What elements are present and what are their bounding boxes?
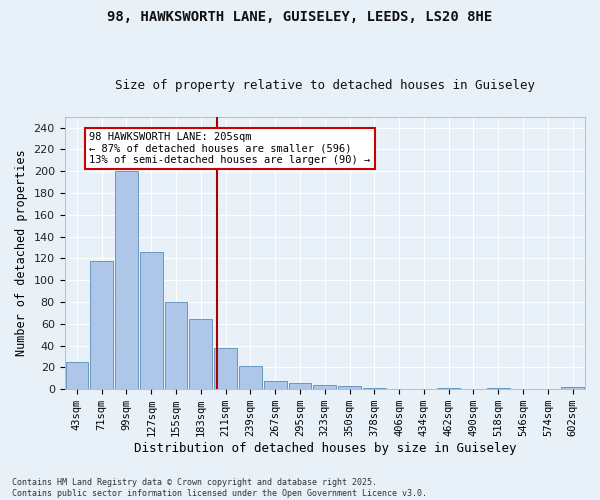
Text: 98 HAWKSWORTH LANE: 205sqm
← 87% of detached houses are smaller (596)
13% of sem: 98 HAWKSWORTH LANE: 205sqm ← 87% of deta… [89, 132, 371, 165]
Bar [164, 302, 187, 389]
Bar [91, 260, 113, 389]
Bar [561, 387, 584, 389]
Bar [487, 388, 509, 389]
Bar [289, 382, 311, 389]
Bar [313, 385, 336, 389]
Bar [239, 366, 262, 389]
Title: Size of property relative to detached houses in Guiseley: Size of property relative to detached ho… [115, 79, 535, 92]
Bar [214, 348, 237, 389]
Bar [190, 320, 212, 389]
Bar [115, 172, 138, 389]
Text: 98, HAWKSWORTH LANE, GUISELEY, LEEDS, LS20 8HE: 98, HAWKSWORTH LANE, GUISELEY, LEEDS, LS… [107, 10, 493, 24]
Bar [437, 388, 460, 389]
Bar [338, 386, 361, 389]
X-axis label: Distribution of detached houses by size in Guiseley: Distribution of detached houses by size … [134, 442, 516, 455]
Bar [65, 362, 88, 389]
Y-axis label: Number of detached properties: Number of detached properties [15, 150, 28, 356]
Text: Contains HM Land Registry data © Crown copyright and database right 2025.
Contai: Contains HM Land Registry data © Crown c… [12, 478, 427, 498]
Bar [363, 388, 386, 389]
Bar [264, 380, 287, 389]
Bar [140, 252, 163, 389]
